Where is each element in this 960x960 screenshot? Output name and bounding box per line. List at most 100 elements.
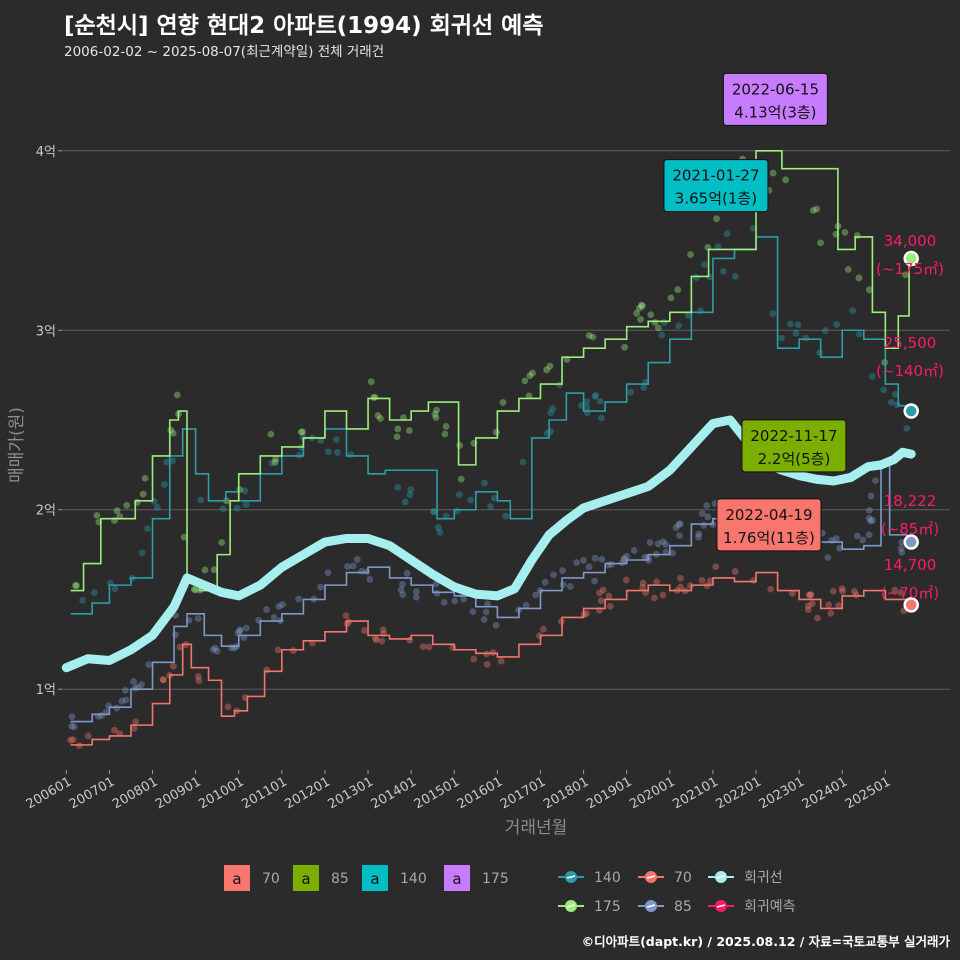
scatter-point xyxy=(425,643,433,651)
scatter-point xyxy=(279,601,286,609)
scatter-point xyxy=(272,455,280,463)
legend-line-label: 175 xyxy=(594,899,621,915)
x-tick-label: 202201 xyxy=(714,774,764,812)
scatter-point xyxy=(692,274,700,281)
scatter-point xyxy=(865,514,873,522)
scatter-point xyxy=(169,429,177,437)
scatter-point xyxy=(778,334,785,342)
scatter-point xyxy=(442,512,450,520)
annotation-date: 2021-01-27 xyxy=(672,167,759,185)
scatter-point xyxy=(698,577,706,584)
scatter-point xyxy=(698,510,706,517)
scatter-point xyxy=(650,594,658,602)
scatter-point xyxy=(197,496,205,504)
scatter-point xyxy=(403,569,411,577)
scatter-point xyxy=(821,327,829,335)
scatter-point xyxy=(441,430,449,438)
scatter-point xyxy=(218,539,226,546)
scatter-point xyxy=(639,579,647,587)
scatter-point xyxy=(825,601,833,609)
scatter-point xyxy=(891,586,899,594)
legend-line-tick xyxy=(566,875,576,879)
scatter-point xyxy=(817,239,824,247)
scatter-point xyxy=(419,643,427,651)
scatter-point xyxy=(141,474,149,482)
endpoint-marker-85 xyxy=(903,534,919,550)
scatter-point xyxy=(660,319,668,326)
scatter-point xyxy=(816,349,824,357)
scatter-point xyxy=(583,398,591,406)
scatter-point xyxy=(794,321,802,329)
scatter-point xyxy=(841,228,849,236)
scatter-point xyxy=(176,643,184,651)
scatter-point xyxy=(608,561,615,568)
scatter-point xyxy=(113,507,121,515)
scatter-point xyxy=(434,524,442,531)
scatter-point xyxy=(163,458,171,466)
annotation-2021-01-27: 2021-01-27 3.65억(1층) xyxy=(663,159,769,213)
scatter-point xyxy=(145,661,153,668)
scatter-point xyxy=(852,591,860,599)
scatter-point xyxy=(467,496,475,504)
scatter-point xyxy=(591,577,599,585)
scatter-point xyxy=(829,587,837,595)
scatter-point xyxy=(299,428,307,436)
scatter-point xyxy=(897,589,905,596)
scatter-point xyxy=(493,428,500,436)
scatter-point xyxy=(195,677,203,685)
scatter-point xyxy=(296,451,303,459)
scatter-point xyxy=(887,398,895,406)
endpoint-price-85: 18,222 xyxy=(884,492,937,510)
scatter-point xyxy=(68,722,76,730)
scatter-point xyxy=(242,624,250,632)
scatter-point xyxy=(497,657,505,665)
scatter-point xyxy=(804,602,812,610)
scatter-point xyxy=(583,610,590,617)
legend-line-label: 회귀선 xyxy=(744,870,783,886)
scatter-point xyxy=(897,545,905,552)
endpoint-size-70: (~70㎡) xyxy=(881,584,939,602)
scatter-point xyxy=(659,591,667,599)
scatter-point xyxy=(646,539,654,546)
scatter-point xyxy=(394,483,402,491)
scatter-point xyxy=(367,378,375,386)
scatter-point xyxy=(824,554,832,561)
legend-swatch-glyph: a xyxy=(301,870,310,888)
scatter-point xyxy=(169,457,177,465)
scatter-point xyxy=(706,577,714,585)
x-axis-label: 거래년월 xyxy=(505,818,568,838)
scatter-point xyxy=(805,591,813,599)
legend: a 70 a 85 a 140 a 175 140 70 회귀선 175 85 회귀예측 xyxy=(224,865,796,915)
scatter-point xyxy=(487,503,495,510)
scatter-point xyxy=(525,392,533,400)
scatter-point xyxy=(399,591,407,599)
scatter-point xyxy=(580,556,587,564)
scatter-point xyxy=(541,578,549,586)
y-axis-label: 매매가(원) xyxy=(7,407,27,483)
scatter-point xyxy=(111,585,119,593)
scatter-point xyxy=(242,501,250,508)
scatter-point xyxy=(483,660,491,668)
scatter-point xyxy=(270,614,278,621)
endpoint-price-175: 34,000 xyxy=(884,232,937,250)
scatter-point xyxy=(161,481,168,488)
scatter-point xyxy=(91,589,98,596)
scatter-point xyxy=(130,725,138,732)
scatter-point xyxy=(598,555,606,563)
scatter-point xyxy=(521,377,529,385)
regression-line xyxy=(61,415,916,673)
scatter-point xyxy=(492,621,500,629)
legend-swatch-glyph: a xyxy=(452,870,461,888)
scatter-point xyxy=(263,606,270,613)
scatter-point xyxy=(559,581,567,589)
scatter-point xyxy=(490,494,498,502)
endpoint-size-140: (~140㎡) xyxy=(876,362,944,380)
chart-title: [순천시] 연향 현대2 아파트(1994) 회귀선 예측 xyxy=(64,13,544,39)
scatter-point xyxy=(659,538,667,546)
scatter-point xyxy=(519,458,527,466)
legend-swatch-140 xyxy=(362,865,388,891)
scatter-point xyxy=(532,591,540,599)
scatter-point xyxy=(397,586,405,594)
scatter-point xyxy=(550,571,558,579)
scatter-point xyxy=(93,511,101,519)
